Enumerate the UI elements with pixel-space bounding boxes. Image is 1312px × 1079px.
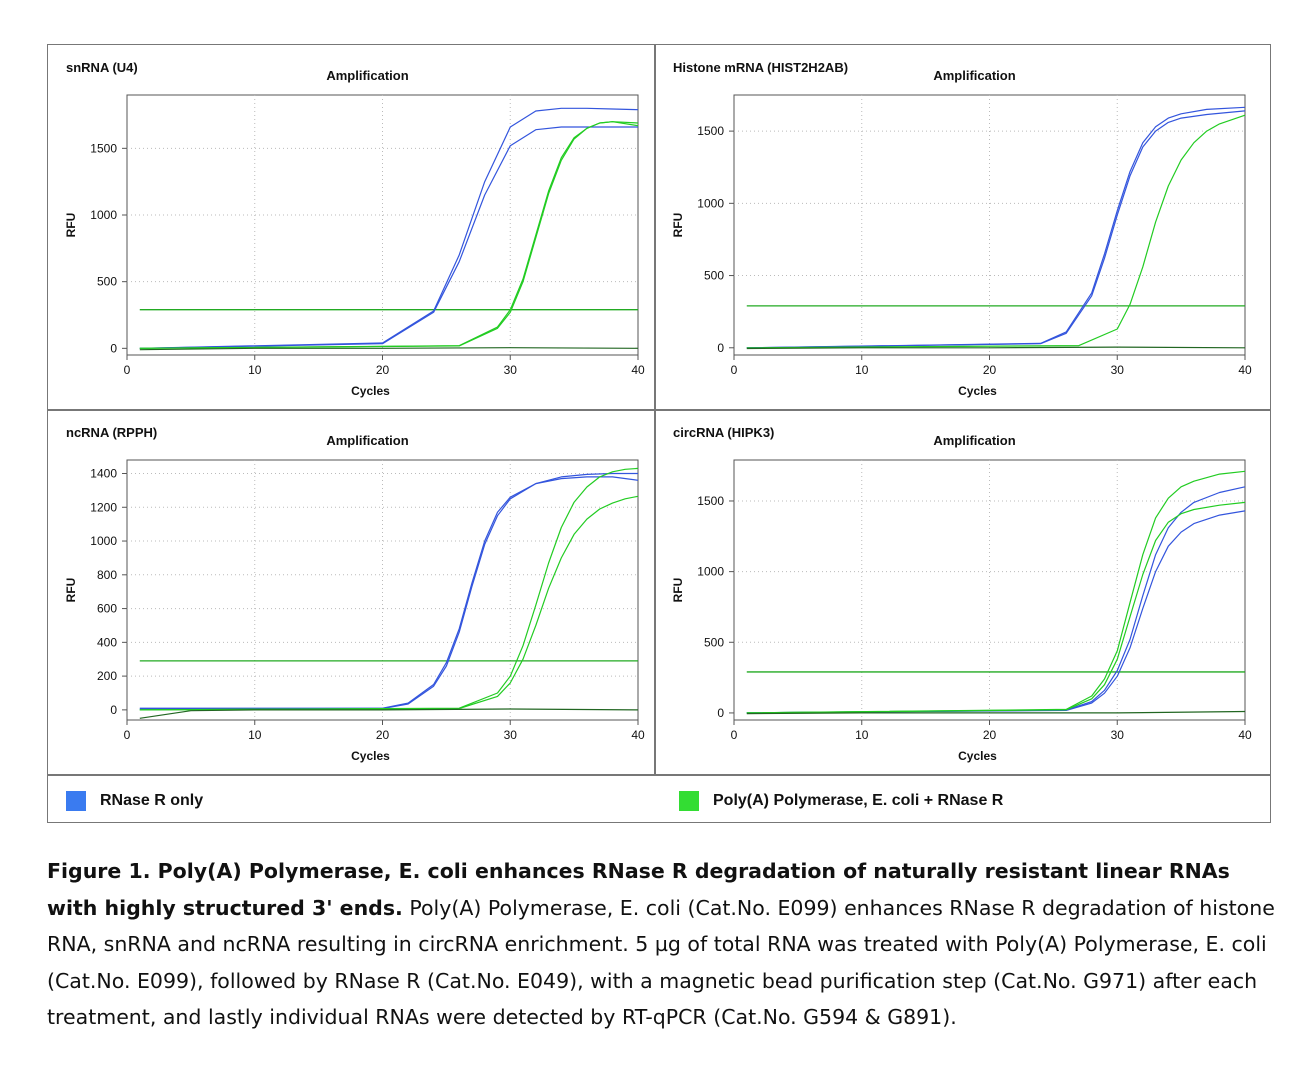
- y-axis-label: RFU: [64, 578, 78, 603]
- y-tick-label: 1000: [697, 196, 724, 210]
- y-tick-label: 400: [97, 635, 117, 649]
- figure-frame: snRNA (U4) Amplification 0 10 20 30 40 0 500 1000…: [47, 44, 1271, 823]
- x-axis-label: Cycles: [351, 749, 390, 763]
- x-tick-label: 30: [504, 363, 518, 377]
- chart-panel-circrna: circRNA (HIPK3) Amplification 0 10 20 30 40 0 50…: [655, 410, 1261, 774]
- x-tick-label: 0: [124, 728, 131, 742]
- chart-title: Amplification: [326, 433, 408, 448]
- y-tick-label: 1000: [697, 565, 724, 579]
- x-tick-label: 30: [504, 728, 518, 742]
- series-line-0: [746, 106, 1246, 349]
- legend-swatch: [679, 791, 699, 811]
- y-tick-label: 1200: [90, 500, 117, 514]
- y-tick-label: 200: [97, 669, 117, 683]
- caption-text: Poly(A) Polymerase, E. coli (Cat.No. E09…: [47, 895, 1275, 1030]
- y-tick-label: 1500: [90, 141, 117, 155]
- series-line-0: [139, 107, 639, 349]
- x-tick-label: 40: [1238, 728, 1252, 742]
- y-tick-label: 1500: [697, 494, 724, 508]
- x-tick-label: 20: [376, 363, 390, 377]
- x-tick-label: 20: [983, 728, 997, 742]
- caption-title: Figure 1. Poly(A) Polymerase, E. coli en…: [47, 859, 1230, 920]
- series-line-1: [139, 472, 638, 710]
- y-tick-label: 0: [717, 341, 724, 355]
- series-line-2: [139, 467, 639, 711]
- panel-label: snRNA (U4): [66, 60, 138, 75]
- series-line-2: [746, 470, 1246, 714]
- legend-item-polya: Poly(A) Polymerase, E. coli + RNase R: [679, 790, 1003, 812]
- y-tick-label: 500: [704, 269, 724, 283]
- x-tick-label: 40: [1238, 363, 1252, 377]
- legend-swatch: [66, 791, 86, 811]
- y-tick-label: 800: [97, 568, 117, 582]
- x-tick-label: 0: [124, 363, 131, 377]
- series-line-3: [139, 495, 639, 711]
- x-axis-label: Cycles: [351, 384, 390, 398]
- series-line-0: [139, 476, 639, 709]
- chart-title: Amplification: [933, 433, 1015, 448]
- x-axis-label: Cycles: [958, 384, 997, 398]
- legend-divider: [48, 774, 1270, 776]
- series-line-1: [139, 126, 638, 349]
- legend-label: Poly(A) Polymerase, E. coli + RNase R: [713, 792, 1004, 809]
- x-tick-label: 30: [1111, 728, 1125, 742]
- chart-panel-histone: Histone mRNA (HIST2H2AB) Amplification 0 10…: [655, 45, 1261, 409]
- chart-panel-ncrna: ncRNA (RPPH) Amplification 0 10 20 30 40 0 200 40…: [48, 410, 654, 774]
- series-line-4: [746, 710, 1246, 715]
- amplification-chart: Histone mRNA (HIST2H2AB) Amplification 0 10…: [671, 60, 1252, 398]
- panel-label: circRNA (HIPK3): [673, 425, 774, 440]
- x-tick-label: 20: [376, 728, 390, 742]
- x-tick-label: 40: [631, 728, 645, 742]
- y-axis-label: RFU: [64, 213, 78, 238]
- x-tick-label: 10: [248, 363, 262, 377]
- x-tick-label: 10: [855, 363, 869, 377]
- amplification-chart: snRNA (U4) Amplification 0 10 20 30 40 0 500 1000…: [64, 60, 645, 398]
- x-tick-label: 40: [631, 363, 645, 377]
- x-tick-label: 0: [731, 728, 738, 742]
- series-line-3: [746, 346, 1246, 350]
- y-tick-label: 500: [704, 635, 724, 649]
- series-line-1: [746, 110, 1246, 349]
- amplification-chart: circRNA (HIPK3) Amplification 0 10 20 30 40 0 50…: [671, 425, 1252, 763]
- y-tick-label: 600: [97, 602, 117, 616]
- figure-caption: Figure 1. Poly(A) Polymerase, E. coli en…: [47, 853, 1287, 1036]
- y-tick-label: 1400: [90, 467, 117, 481]
- series-line-3: [139, 121, 639, 349]
- y-tick-label: 1000: [90, 208, 117, 222]
- x-tick-label: 0: [731, 363, 738, 377]
- series-line-1: [746, 510, 1246, 714]
- panel-label: ncRNA (RPPH): [66, 425, 157, 440]
- legend-item-rnase-r: RNase R only: [66, 790, 203, 812]
- x-axis-label: Cycles: [958, 749, 997, 763]
- chart-title: Amplification: [933, 68, 1015, 83]
- series-line-4: [139, 708, 639, 719]
- panel-divider-horizontal: [48, 409, 1270, 411]
- chart-title: Amplification: [326, 68, 408, 83]
- y-tick-label: 1000: [90, 534, 117, 548]
- series-line-2: [746, 114, 1246, 349]
- y-tick-label: 0: [110, 341, 117, 355]
- x-tick-label: 10: [855, 728, 869, 742]
- y-axis-label: RFU: [671, 213, 685, 238]
- series-line-3: [746, 501, 1246, 714]
- y-tick-label: 0: [110, 703, 117, 717]
- y-axis-label: RFU: [671, 578, 685, 603]
- y-tick-label: 500: [97, 275, 117, 289]
- y-tick-label: 0: [717, 706, 724, 720]
- series-line-4: [139, 347, 639, 351]
- series-line-0: [746, 486, 1246, 714]
- x-tick-label: 20: [983, 363, 997, 377]
- y-tick-label: 1500: [697, 124, 724, 138]
- panel-label: Histone mRNA (HIST2H2AB): [673, 60, 848, 75]
- chart-panel-snrna: snRNA (U4) Amplification 0 10 20 30 40 0 500 1000…: [48, 45, 654, 409]
- x-tick-label: 30: [1111, 363, 1125, 377]
- legend-label: RNase R only: [100, 792, 204, 809]
- x-tick-label: 10: [248, 728, 262, 742]
